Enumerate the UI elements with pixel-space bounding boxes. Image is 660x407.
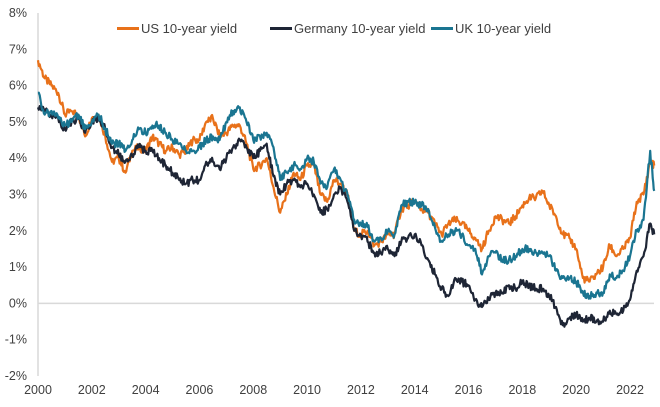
- x-axis-labels: 2000 2002 2004 2006 2008 2010 2012 2014 2016 2018…: [24, 383, 644, 397]
- legend-item-uk[interactable]: UK 10-year yield: [431, 21, 551, 36]
- legend-label-us: US 10-year yield: [141, 21, 238, 36]
- legend-item-germany[interactable]: Germany 10-year yield: [270, 21, 426, 36]
- y-tick-label: 6%: [9, 79, 27, 93]
- series-lines: [36, 60, 656, 328]
- uk-10-year-yield-line: [37, 91, 656, 300]
- x-tick-label: 2008: [239, 383, 267, 397]
- y-tick-label: 0%: [9, 296, 27, 310]
- x-tick-label: 2004: [132, 383, 160, 397]
- x-tick-label: 2020: [562, 383, 590, 397]
- legend: US 10-year yield Germany 10-year yield U…: [0, 21, 660, 41]
- legend-item-us[interactable]: US 10-year yield: [117, 21, 237, 36]
- x-tick-label: 2000: [24, 383, 52, 397]
- y-tick-label: -1%: [5, 333, 27, 347]
- y-axis-labels: 8% 7% 6% 5% 4% 3% 2% 1% 0% -1% -2%: [5, 6, 27, 383]
- x-tick-label: 2014: [401, 383, 429, 397]
- legend-swatch-germany: [270, 27, 292, 30]
- y-tick-label: 8%: [9, 6, 27, 20]
- y-tick-label: 2%: [9, 224, 27, 238]
- x-tick-label: 2016: [455, 383, 483, 397]
- legend-swatch-uk: [431, 27, 453, 30]
- axes: [37, 13, 654, 376]
- x-tick-label: 2022: [616, 383, 644, 397]
- y-tick-label: 5%: [9, 115, 27, 129]
- y-tick-label: -2%: [5, 369, 27, 383]
- x-tick-label: 2012: [347, 383, 375, 397]
- x-tick-label: 2006: [186, 383, 214, 397]
- legend-label-uk: UK 10-year yield: [455, 21, 552, 36]
- y-tick-label: 1%: [9, 260, 27, 274]
- legend-label-germany: Germany 10-year yield: [294, 21, 426, 36]
- germany-10-year-yield-line: [36, 104, 656, 328]
- legend-swatch-us: [117, 27, 139, 30]
- x-tick-label: 2018: [508, 383, 536, 397]
- y-tick-label: 4%: [9, 151, 27, 165]
- y-tick-label: 7%: [9, 42, 27, 56]
- y-tick-label: 3%: [9, 188, 27, 202]
- us-10-year-yield-line: [36, 60, 656, 284]
- x-tick-label: 2002: [78, 383, 106, 397]
- x-tick-label: 2010: [293, 383, 321, 397]
